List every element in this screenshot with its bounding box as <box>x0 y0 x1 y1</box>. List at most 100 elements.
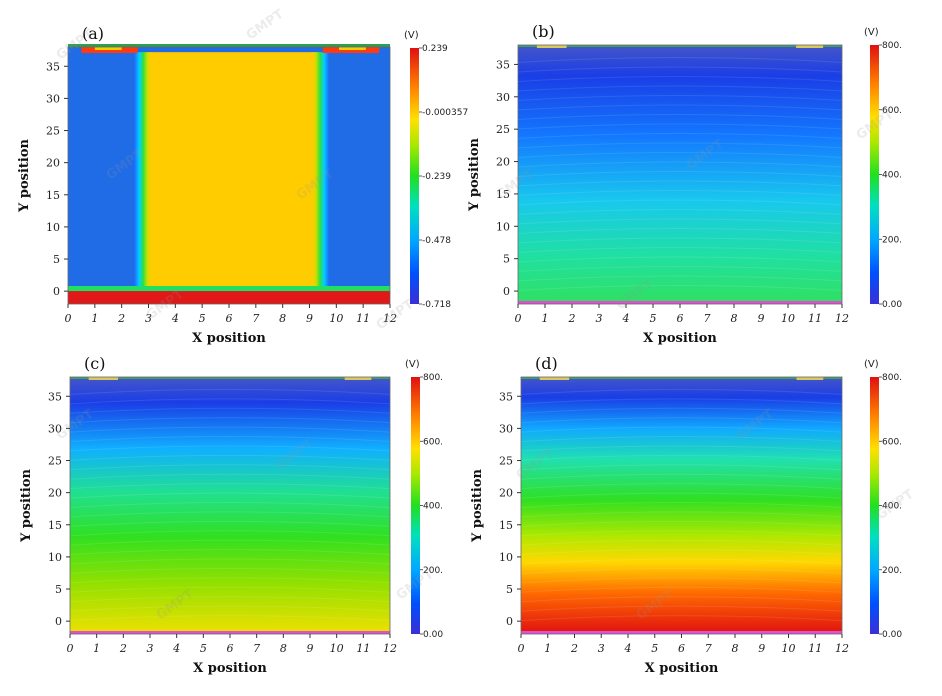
equipotential-line <box>517 161 843 168</box>
colorbar-label: 200. <box>423 566 443 576</box>
y-tick-label: 35 <box>46 60 60 73</box>
colorbar-label: 800. <box>423 373 443 383</box>
equipotential-line <box>517 152 843 158</box>
x-tick-label: 8 <box>279 312 286 325</box>
equipotential-line <box>520 502 843 508</box>
equipotential-line <box>520 511 843 518</box>
equipotential-line <box>520 596 843 603</box>
equipotential-line <box>69 388 391 395</box>
x-tick-label: 6 <box>678 642 685 655</box>
equipotential-line <box>69 530 391 537</box>
y-axis-label: Y position <box>19 469 34 543</box>
x-tick-label: 1 <box>544 642 551 655</box>
x-tick-label: 11 <box>808 312 822 325</box>
colorbar-label: 600. <box>423 437 443 447</box>
drain-contact-layer <box>70 631 390 634</box>
equipotential-line <box>69 596 391 603</box>
equipotential-line <box>517 218 843 225</box>
x-tick-label: 3 <box>596 312 603 325</box>
colorbar <box>411 377 420 634</box>
x-axis-label: X position <box>643 331 717 346</box>
equipotential-line <box>69 454 391 461</box>
colorbar-label: 600. <box>882 106 902 116</box>
colorbar-unit: (V) <box>404 30 419 41</box>
colorbar-label: 200. <box>882 566 902 576</box>
y-tick-label: 15 <box>48 519 62 532</box>
equipotential-line <box>517 57 843 63</box>
colorbar-label: 0.00 <box>423 630 443 640</box>
y-tick-label: 0 <box>53 285 60 298</box>
equipotential-line <box>520 426 843 433</box>
top-contact-layer <box>521 377 842 379</box>
x-axis-label: X position <box>192 331 266 346</box>
equipotential-line <box>517 171 843 177</box>
x-tick-label: 3 <box>598 642 605 655</box>
equipotential-line <box>520 567 843 574</box>
y-tick-label: 15 <box>46 189 60 202</box>
colorbar-unit: (V) <box>405 359 420 370</box>
equipotential-line <box>520 398 843 405</box>
panel-label: (c) <box>84 354 105 373</box>
equipotential-line <box>517 66 843 73</box>
x-tick-label: 8 <box>280 642 287 655</box>
colorbar <box>870 45 879 304</box>
equipotential-line <box>517 180 843 187</box>
panel-label: (d) <box>535 354 558 373</box>
panel-label: (b) <box>532 22 555 41</box>
y-tick-label: 5 <box>55 583 62 596</box>
equipotential-line <box>69 511 391 518</box>
colorbar-label: -0.718 <box>422 300 451 310</box>
x-tick-label: 7 <box>252 312 259 325</box>
x-tick-label: 0 <box>65 312 72 325</box>
x-tick-label: 2 <box>568 312 576 325</box>
x-tick-label: 3 <box>145 312 152 325</box>
colorbar-label: -0.000357 <box>422 108 468 118</box>
equipotential-line <box>69 426 391 433</box>
equipotential-line <box>69 615 391 622</box>
y-tick-label: 25 <box>496 123 510 136</box>
x-tick-label: 5 <box>650 312 657 325</box>
colorbar-label: 400. <box>423 502 443 512</box>
y-tick-label: 10 <box>48 551 62 564</box>
equipotential-line <box>517 285 843 291</box>
equipotential-line <box>69 502 391 508</box>
colorbar-unit: (V) <box>864 359 879 370</box>
equipotential-line <box>69 473 391 480</box>
equipotential-line <box>520 577 843 584</box>
x-tick-label: 9 <box>758 642 765 655</box>
x-tick-label: 4 <box>622 312 630 325</box>
equipotential-line <box>520 520 843 527</box>
colorbar-label: -0.239 <box>422 172 451 182</box>
equipotential-line <box>520 388 843 395</box>
x-axis-label: X position <box>645 661 719 676</box>
x-tick-label: 12 <box>383 642 397 655</box>
equipotential-line <box>520 473 843 480</box>
y-tick-label: 25 <box>499 455 513 468</box>
equipotential-line <box>520 615 843 622</box>
x-tick-label: 8 <box>732 642 739 655</box>
y-axis-label: Y position <box>17 139 32 213</box>
y-tick-label: 10 <box>46 221 60 234</box>
x-tick-label: 5 <box>199 312 206 325</box>
equipotential-line <box>517 228 843 234</box>
equipotential-line <box>517 266 843 272</box>
equipotential-line <box>517 190 843 196</box>
equipotential-line <box>517 114 843 120</box>
equipotential-line <box>517 85 843 92</box>
gate-right <box>796 45 824 48</box>
equipotential-line <box>520 407 843 414</box>
x-tick-label: 2 <box>570 642 578 655</box>
x-tick-label: 1 <box>542 312 549 325</box>
equipotential-line <box>517 199 843 206</box>
y-tick-label: 5 <box>53 253 60 266</box>
panel-label: (a) <box>82 24 104 43</box>
y-tick-label: 25 <box>46 125 60 138</box>
colorbar-label: 800. <box>882 41 902 51</box>
equipotential-line <box>517 95 843 101</box>
x-tick-label: 9 <box>307 642 314 655</box>
equipotential-line <box>69 567 391 574</box>
x-tick-label: 8 <box>731 312 738 325</box>
y-tick-label: 35 <box>496 58 510 71</box>
